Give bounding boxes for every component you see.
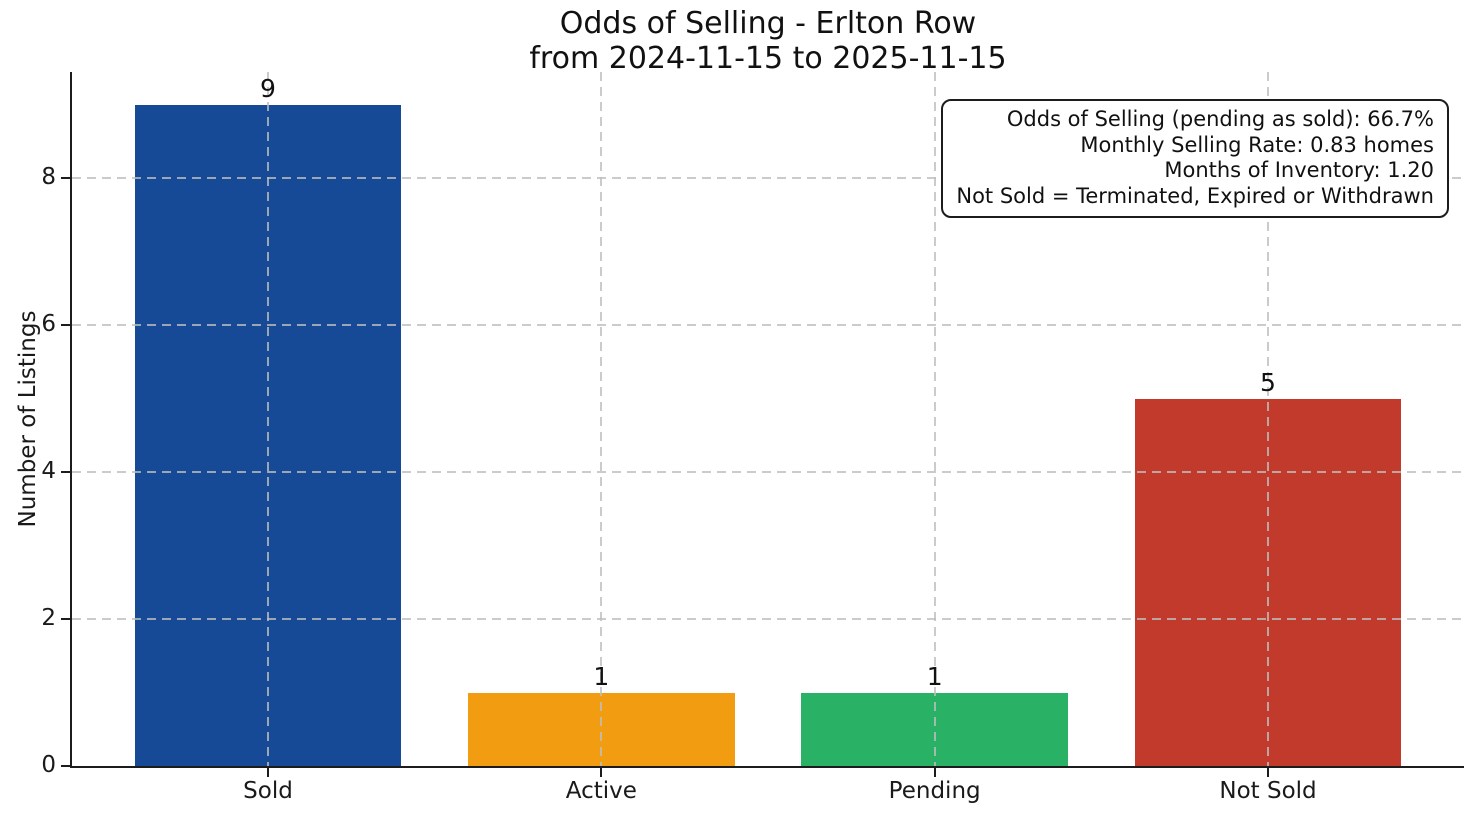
annotation-odds-line: Odds of Selling (pending as sold): 66.7% <box>1006 107 1434 131</box>
chart-title-line1: Odds of Selling - Erlton Row <box>559 6 977 41</box>
x-tick-mark <box>1267 768 1269 777</box>
y-tick-label: 6 <box>41 311 56 338</box>
y-axis-label: Number of Listings <box>15 310 41 528</box>
y-tick-label: 4 <box>41 458 56 485</box>
x-axis-spine <box>70 766 1464 768</box>
bar-not-sold <box>1134 398 1402 766</box>
bar-value-label: 1 <box>926 661 943 691</box>
x-tick-mark <box>600 768 603 777</box>
x-tick-mark <box>267 768 269 777</box>
x-tick-mark <box>933 768 936 777</box>
chart-title: Odds of Selling - Erlton Row from 2024-1… <box>72 6 1464 76</box>
bar-value-label: 9 <box>260 74 276 104</box>
bar-pending <box>801 692 1068 766</box>
y-tick-label: 0 <box>41 752 56 778</box>
x-tick-label-pending: Pending <box>888 778 981 804</box>
annotation-rate-line: Monthly Selling Rate: 0.83 homes <box>1080 132 1434 157</box>
y-tick-label: 8 <box>41 164 56 191</box>
y-tick-mark <box>61 471 70 474</box>
x-tick-label-active: Active <box>565 778 637 804</box>
chart-title-line2: from 2024-11-15 to 2025-11-15 <box>529 41 1007 76</box>
bar-value-label: 1 <box>593 661 610 691</box>
x-tick-label-sold: Sold <box>243 778 293 804</box>
bar-value-label: 5 <box>1260 367 1276 397</box>
bar-sold <box>134 105 402 766</box>
y-tick-mark <box>61 177 70 180</box>
annotation-inventory-line: Months of Inventory: 1.20 <box>1164 158 1434 182</box>
stats-annotation-box: Odds of Selling (pending as sold): 66.7%… <box>941 99 1449 218</box>
y-tick-mark <box>61 618 70 621</box>
y-tick-mark <box>61 765 70 767</box>
bar-active <box>468 692 735 766</box>
x-tick-label-not-sold: Not Sold <box>1219 778 1317 804</box>
annotation-notsold-line: Not Sold = Terminated, Expired or Withdr… <box>956 183 1434 208</box>
y-tick-mark <box>61 324 70 327</box>
y-axis-spine <box>70 72 72 768</box>
y-tick-label: 2 <box>41 605 56 632</box>
